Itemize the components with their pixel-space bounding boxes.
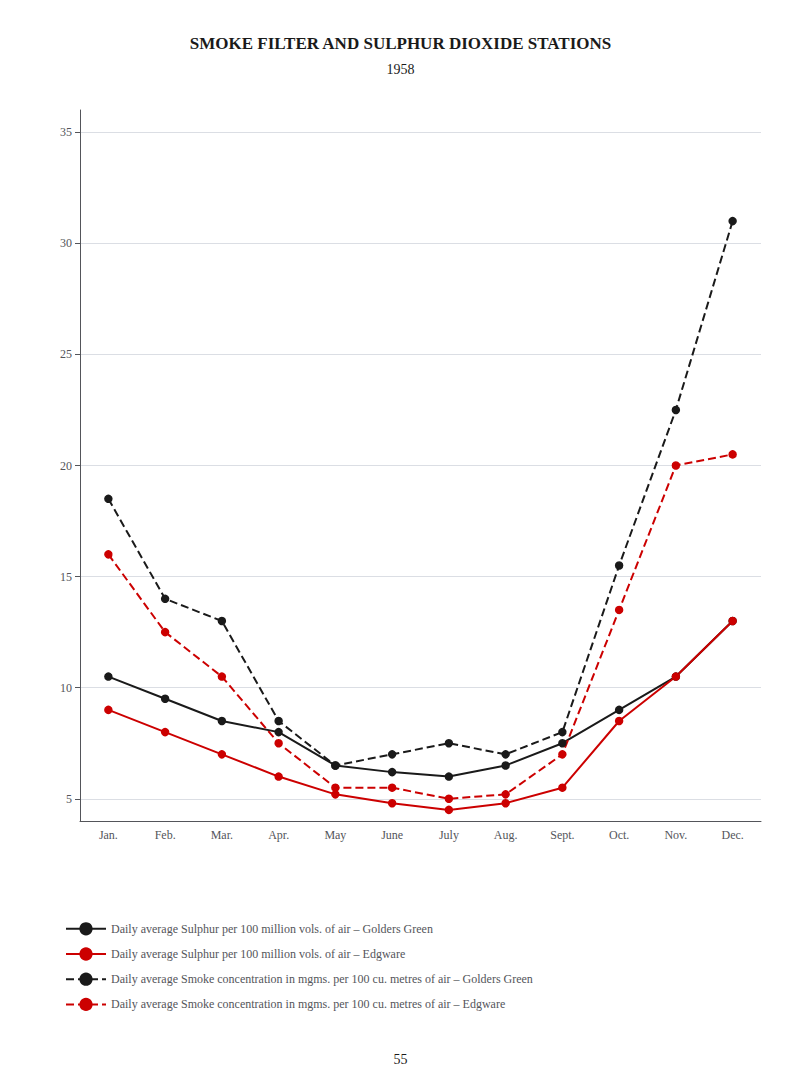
svg-text:Jan.: Jan. xyxy=(99,828,118,842)
svg-text:Aug.: Aug. xyxy=(494,828,518,842)
svg-text:Oct.: Oct. xyxy=(609,828,629,842)
svg-text:30: 30 xyxy=(60,236,72,250)
svg-text:10: 10 xyxy=(60,681,72,695)
svg-text:Daily average Sulphur per 100: Daily average Sulphur per 100 million vo… xyxy=(111,947,405,961)
svg-text:Daily average Smoke concentrat: Daily average Smoke concentration in mgm… xyxy=(111,997,505,1011)
svg-text:Feb.: Feb. xyxy=(155,828,176,842)
svg-text:5: 5 xyxy=(66,792,72,806)
svg-text:Mar.: Mar. xyxy=(211,828,233,842)
svg-text:July: July xyxy=(439,828,459,842)
svg-text:Daily average Sulphur per 100: Daily average Sulphur per 100 million vo… xyxy=(111,922,433,936)
svg-text:Dec.: Dec. xyxy=(721,828,743,842)
svg-text:SMOKE FILTER AND SULPHUR DIOXI: SMOKE FILTER AND SULPHUR DIOXIDE STATION… xyxy=(190,34,611,53)
svg-text:May: May xyxy=(324,828,346,842)
svg-text:1958: 1958 xyxy=(387,62,415,77)
svg-text:Daily average Smoke concentrat: Daily average Smoke concentration in mgm… xyxy=(111,972,533,986)
svg-text:June: June xyxy=(381,828,403,842)
svg-text:Nov.: Nov. xyxy=(664,828,687,842)
svg-text:15: 15 xyxy=(60,570,72,584)
svg-text:Apr.: Apr. xyxy=(268,828,289,842)
svg-text:35: 35 xyxy=(60,125,72,139)
svg-text:25: 25 xyxy=(60,347,72,361)
svg-text:Sept.: Sept. xyxy=(550,828,574,842)
svg-text:20: 20 xyxy=(60,459,72,473)
svg-text:55: 55 xyxy=(394,1052,408,1067)
